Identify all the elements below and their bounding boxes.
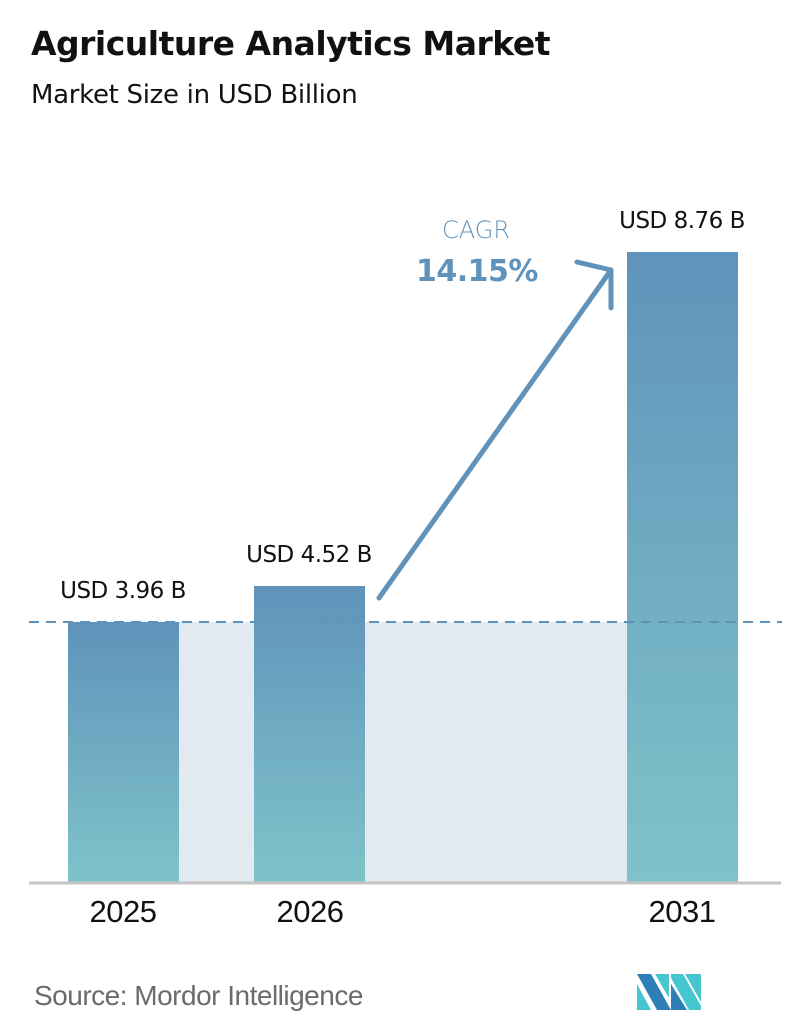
x-tick-2031: 2031 — [648, 894, 716, 929]
bar-label-2026: USD 4.52 B — [246, 542, 372, 568]
bar-label-2031: USD 8.76 B — [619, 208, 745, 234]
bar-2025 — [68, 622, 179, 882]
mordor-intelligence-logo-icon — [637, 974, 701, 1010]
x-tick-2025: 2025 — [89, 894, 157, 929]
baseline-band — [68, 622, 738, 882]
source-text: Source: Mordor Intelligence — [34, 980, 363, 1011]
chart-title: Agriculture Analytics Market — [31, 24, 551, 63]
x-tick-2026: 2026 — [276, 894, 344, 929]
bar-2031 — [627, 252, 738, 882]
chart-subtitle: Market Size in USD Billion — [31, 80, 358, 110]
cagr-label: CAGR — [442, 216, 511, 244]
bar-2026 — [254, 586, 365, 882]
bar-label-2025: USD 3.96 B — [60, 578, 186, 604]
cagr-value: 14.15% — [416, 254, 538, 289]
cagr-arrow-icon — [376, 259, 614, 601]
